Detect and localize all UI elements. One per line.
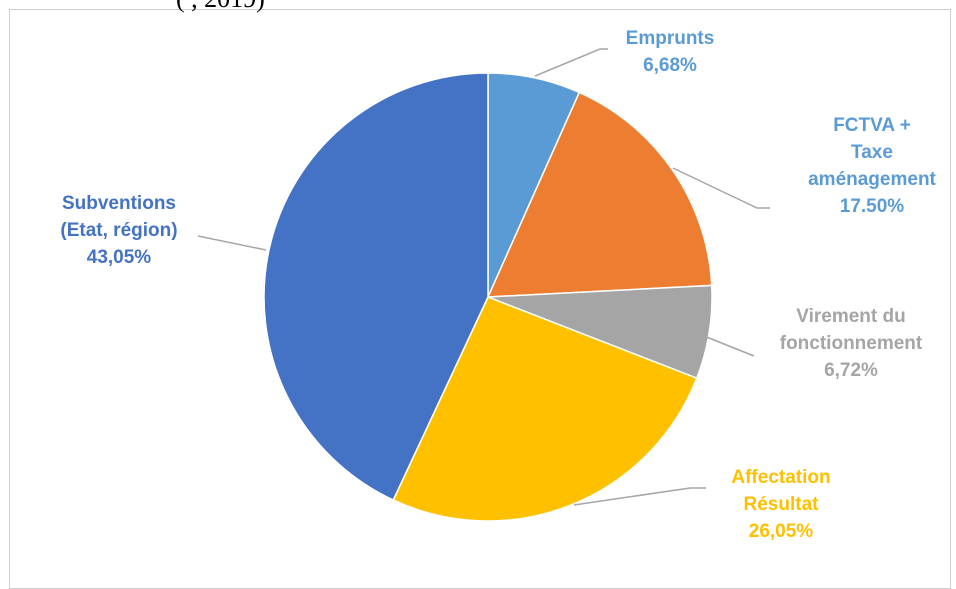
slice-label-1: FCTVA + Taxe aménagement 17.50%: [808, 115, 936, 217]
slice-category-label: fonctionnement: [780, 333, 923, 354]
slice-category-label: Emprunts: [626, 28, 715, 49]
slice-label-2: Virement du fonctionnement 6,72%: [780, 306, 923, 381]
slice-category-label: Subventions: [62, 193, 176, 214]
leader-lines: [197, 48, 770, 506]
leader-line-0: [534, 48, 608, 77]
slice-category-label: Taxe: [851, 142, 893, 163]
pie-slice-4: [263, 72, 489, 501]
header-fragment: ( , 2019): [176, 0, 265, 14]
slice-label-0: Emprunts 6,68%: [626, 28, 715, 76]
slice-value-label: 17.50%: [840, 196, 905, 217]
slice-category-label: (Etat, région): [60, 220, 177, 241]
slice-value-label: 6,68%: [643, 55, 697, 76]
leader-line-1: [672, 167, 770, 209]
slice-category-label: Virement du: [796, 306, 905, 327]
leader-line-4: [197, 235, 267, 251]
pie-slice-3: [392, 296, 698, 522]
pie-slices: [263, 72, 713, 522]
slice-labels: Emprunts 6,68% FCTVA + Taxe aménagement 17.50…: [60, 28, 936, 542]
slice-value-label: 43,05%: [87, 247, 152, 268]
slice-value-label: 6,72%: [824, 360, 878, 381]
slice-label-3: Affectation Résultat 26,05%: [731, 467, 830, 542]
leader-line-3: [573, 487, 706, 506]
slice-category-label: Résultat: [744, 494, 820, 515]
slice-value-label: 26,05%: [749, 521, 814, 542]
slice-category-label: Affectation: [731, 467, 830, 488]
leader-line-2: [693, 331, 755, 357]
pie-slice-1: [486, 91, 713, 298]
slice-category-label: FCTVA +: [833, 115, 911, 136]
slice-label-4: Subventions (Etat, région) 43,05%: [60, 193, 177, 268]
slice-category-label: aménagement: [808, 169, 936, 190]
